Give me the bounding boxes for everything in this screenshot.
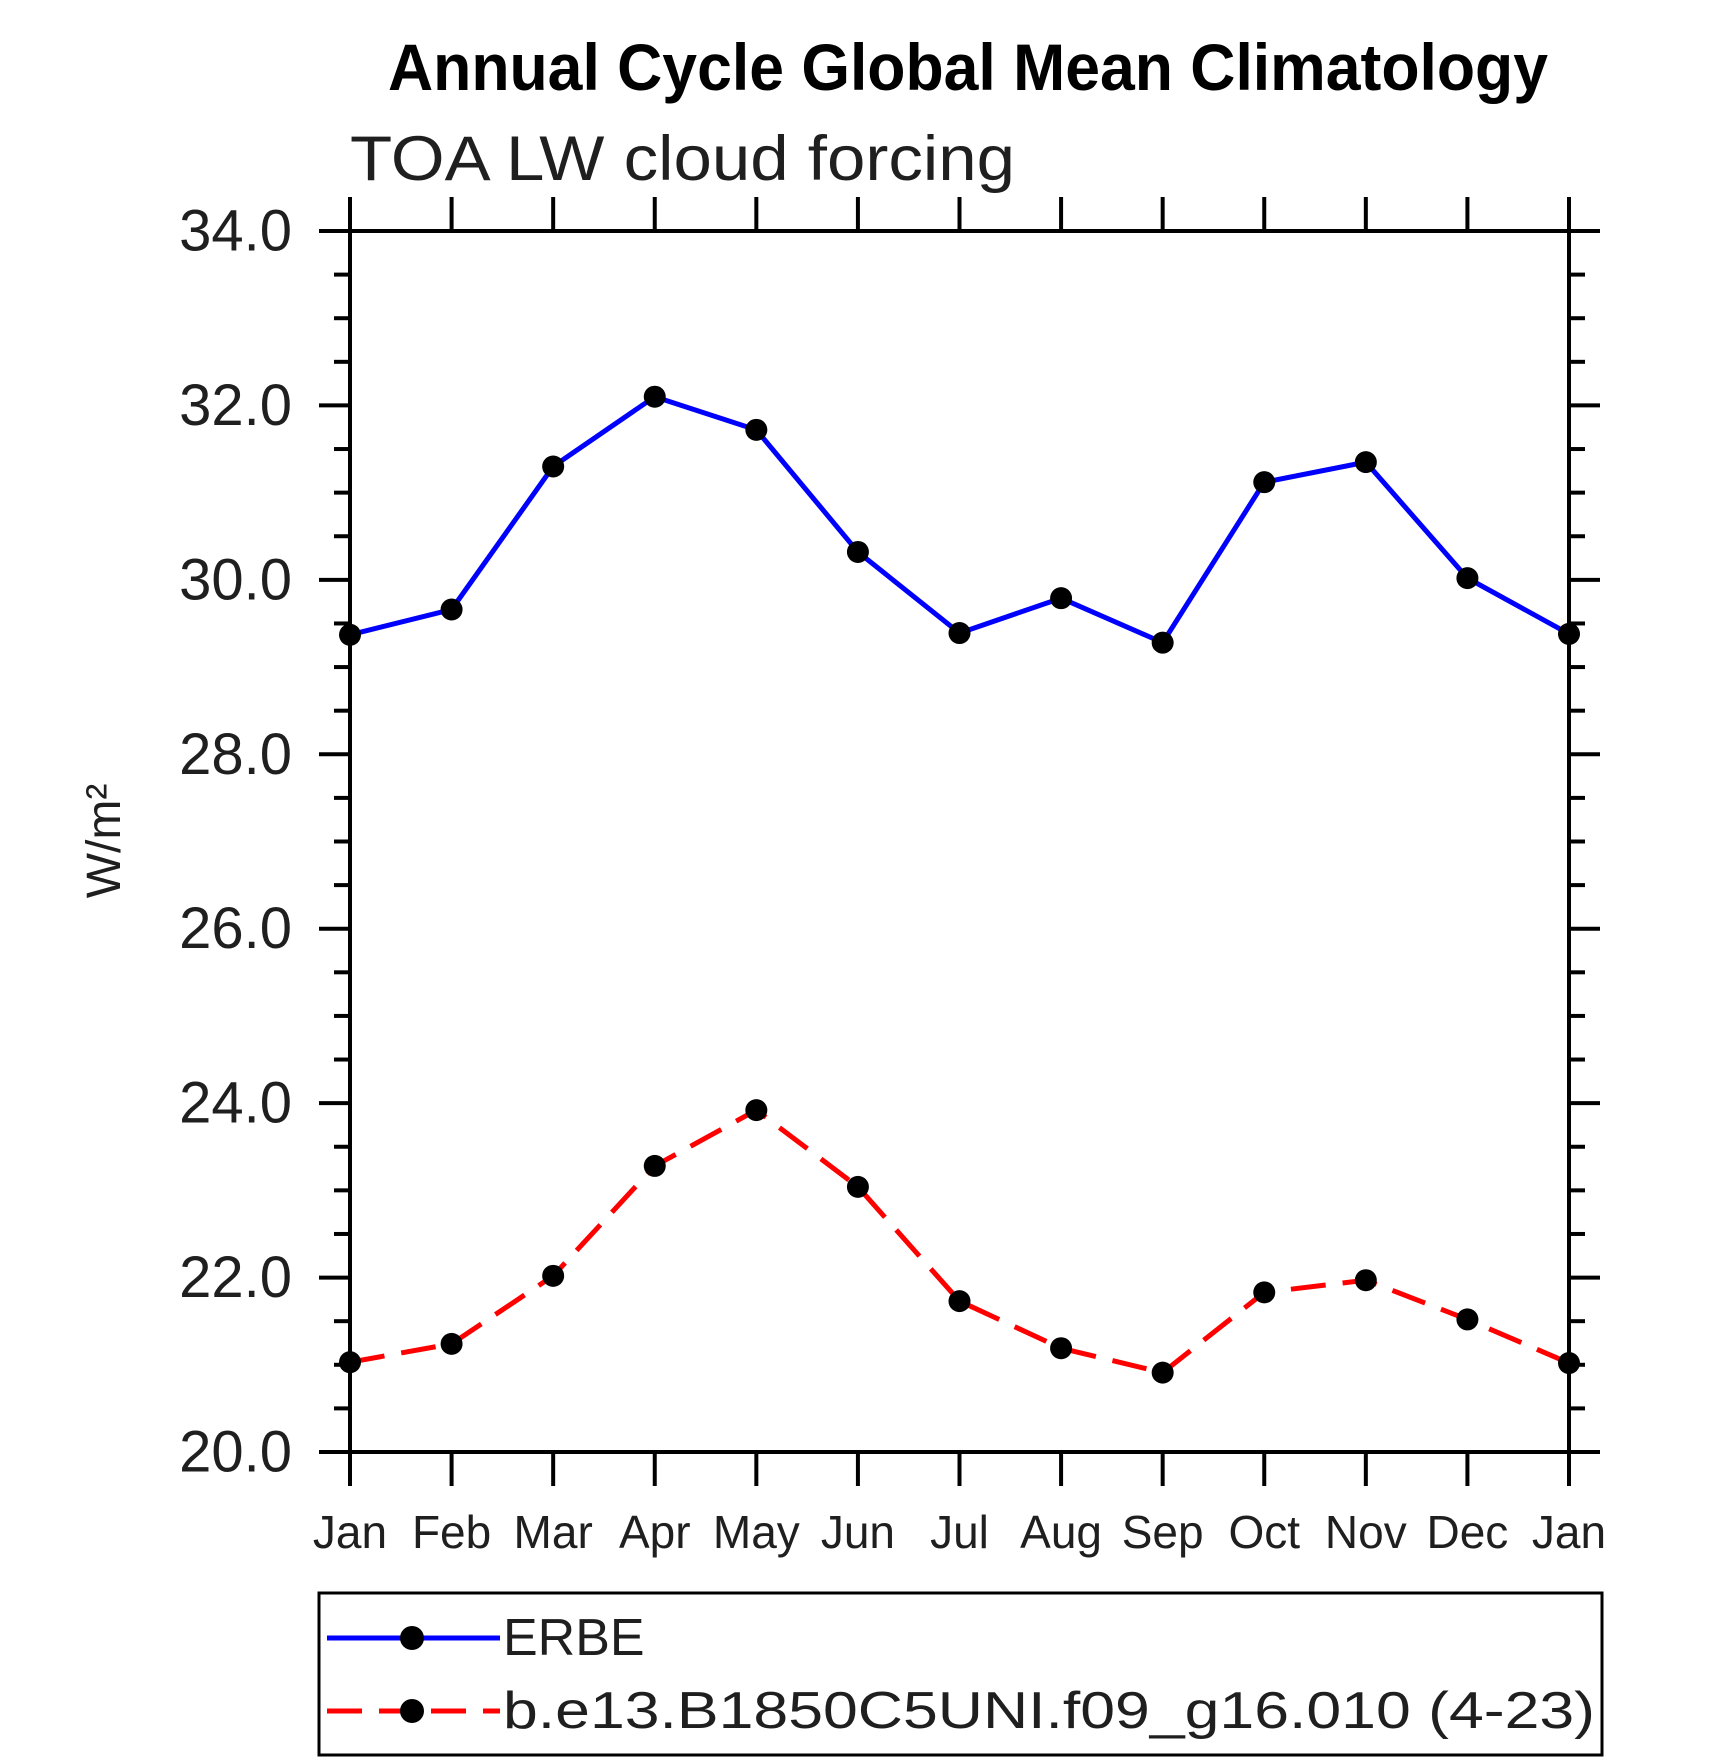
month-label: Nov — [1325, 1506, 1407, 1558]
model-point — [339, 1351, 361, 1374]
erbe-point — [948, 622, 971, 645]
erbe-point — [1151, 631, 1174, 654]
month-label: Jul — [930, 1506, 989, 1558]
y-tick-label: 28.0 — [179, 722, 292, 787]
model-point — [440, 1332, 463, 1355]
month-label: Aug — [1020, 1506, 1102, 1558]
y-tick-label: 26.0 — [179, 896, 292, 961]
month-label: Jan — [313, 1506, 387, 1558]
page-title: Annual Cycle Global Mean Climatology — [388, 30, 1548, 104]
y-tick-label: 24.0 — [179, 1071, 292, 1136]
erbe-point — [1456, 567, 1479, 590]
erbe-point — [339, 623, 361, 646]
y-tick-label: 32.0 — [179, 373, 292, 438]
model-point — [643, 1154, 666, 1177]
erbe-point — [542, 455, 565, 478]
month-label: May — [713, 1506, 800, 1558]
erbe-line — [349, 393, 1571, 646]
legend-label: b.e13.B1850C5UNI.f09_g16.010 (4-23) — [503, 1682, 1595, 1740]
model-point — [1151, 1361, 1174, 1384]
y-tick-label: 20.0 — [179, 1420, 292, 1485]
month-label: Mar — [514, 1506, 593, 1558]
erbe-point — [1354, 451, 1377, 474]
y-axis-label: W/m² — [78, 784, 131, 899]
model-point — [745, 1099, 768, 1122]
y-tick-label: 30.0 — [179, 547, 292, 612]
y-tick-label: 34.0 — [179, 199, 292, 264]
y-tick-label: 22.0 — [179, 1245, 292, 1310]
model-point — [542, 1264, 565, 1287]
model-point — [1456, 1308, 1479, 1331]
legend-label: ERBE — [503, 1609, 645, 1667]
plot-box — [348, 229, 1571, 1454]
legend-marker — [400, 1699, 424, 1723]
erbe-point — [643, 385, 666, 408]
model-point — [1558, 1352, 1580, 1375]
month-label: Sep — [1122, 1506, 1204, 1558]
chart-subtitle: TOA LW cloud forcing — [350, 124, 1015, 194]
month-label: Apr — [619, 1506, 691, 1558]
month-label: Jan — [1532, 1506, 1606, 1558]
month-label: Feb — [412, 1506, 491, 1558]
model-line — [349, 1107, 1570, 1376]
model-point — [1354, 1269, 1377, 1292]
model-point — [1050, 1337, 1073, 1360]
month-label: Jun — [821, 1506, 895, 1558]
erbe-point — [1558, 622, 1580, 645]
plot-area: Jan Feb Mar Apr May Jun Jul Aug Sep Oct Nov Dec Jan 3… — [179, 197, 1606, 1558]
model-point — [846, 1175, 869, 1198]
erbe-point — [1253, 471, 1276, 494]
erbe-point — [1050, 587, 1073, 610]
month-label: Dec — [1427, 1506, 1509, 1558]
erbe-point — [846, 540, 869, 563]
month-label: Oct — [1228, 1506, 1300, 1558]
legend-box — [317, 1591, 1604, 1757]
model-point — [1253, 1281, 1276, 1304]
legend: ERBE b.e13.B1850C5UNI.f09_g16.010 (4-23) — [317, 1591, 1604, 1757]
erbe-point — [440, 598, 463, 621]
legend-marker — [400, 1626, 424, 1650]
model-point — [948, 1290, 971, 1313]
erbe-point — [745, 418, 768, 441]
